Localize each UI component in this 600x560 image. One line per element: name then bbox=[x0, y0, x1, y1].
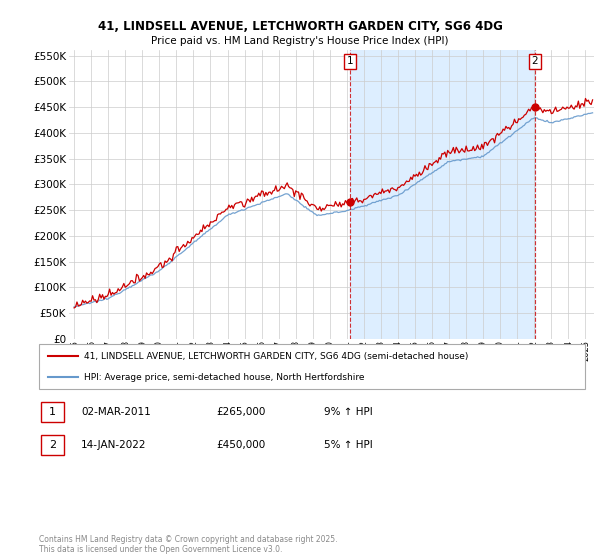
Text: Contains HM Land Registry data © Crown copyright and database right 2025.
This d: Contains HM Land Registry data © Crown c… bbox=[39, 535, 337, 554]
Text: HPI: Average price, semi-detached house, North Hertfordshire: HPI: Average price, semi-detached house,… bbox=[84, 372, 365, 381]
Text: 2: 2 bbox=[532, 56, 538, 66]
Text: 9% ↑ HPI: 9% ↑ HPI bbox=[324, 407, 373, 417]
Text: Price paid vs. HM Land Registry's House Price Index (HPI): Price paid vs. HM Land Registry's House … bbox=[151, 36, 449, 46]
Text: 1: 1 bbox=[49, 407, 56, 417]
Text: £450,000: £450,000 bbox=[216, 440, 265, 450]
Text: £265,000: £265,000 bbox=[216, 407, 265, 417]
Bar bbox=[350, 50, 535, 339]
Text: 41, LINDSELL AVENUE, LETCHWORTH GARDEN CITY, SG6 4DG (semi-detached house): 41, LINDSELL AVENUE, LETCHWORTH GARDEN C… bbox=[84, 352, 469, 361]
Text: 02-MAR-2011: 02-MAR-2011 bbox=[81, 407, 151, 417]
Text: 1: 1 bbox=[346, 56, 353, 66]
Text: 5% ↑ HPI: 5% ↑ HPI bbox=[324, 440, 373, 450]
Text: 14-JAN-2022: 14-JAN-2022 bbox=[81, 440, 146, 450]
Text: 41, LINDSELL AVENUE, LETCHWORTH GARDEN CITY, SG6 4DG: 41, LINDSELL AVENUE, LETCHWORTH GARDEN C… bbox=[98, 20, 502, 32]
Text: 2: 2 bbox=[49, 440, 56, 450]
